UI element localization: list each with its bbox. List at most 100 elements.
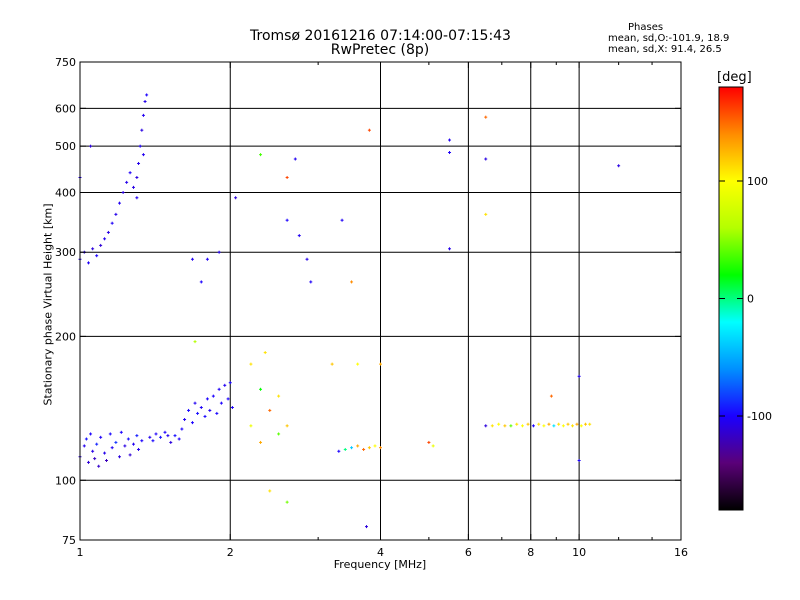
data-point <box>128 171 132 175</box>
x-tick-label: 1 <box>77 546 84 559</box>
data-point <box>228 381 232 385</box>
data-point <box>259 387 263 391</box>
data-point <box>99 243 103 247</box>
data-point <box>549 394 553 398</box>
data-point <box>230 405 234 409</box>
data-point <box>362 447 366 451</box>
axes: 1 2 4 6 8 10 16 75 100 200 300 400 500 600 750 <box>55 56 688 559</box>
data-point <box>154 432 158 436</box>
data-point <box>588 422 592 426</box>
data-point <box>87 460 91 464</box>
data-point <box>205 397 209 401</box>
data-point <box>542 424 546 428</box>
colorbar-tick-label: 0 <box>747 293 754 306</box>
data-point <box>431 444 435 448</box>
data-point <box>169 440 173 444</box>
data-point <box>132 185 136 189</box>
colorbar-tick-label: 100 <box>747 175 768 188</box>
data-point <box>183 418 187 422</box>
data-point <box>305 257 309 261</box>
data-point <box>82 444 86 448</box>
data-point <box>140 128 144 132</box>
x-tick-label: 4 <box>377 546 384 559</box>
data-point <box>293 157 297 161</box>
colorbar-unit-label: [deg] <box>717 70 752 85</box>
data-point <box>215 411 219 415</box>
data-point <box>490 424 494 428</box>
data-point <box>114 212 118 216</box>
data-point <box>148 435 152 439</box>
data-point <box>123 444 127 448</box>
data-point <box>159 435 163 439</box>
data-point <box>219 401 223 405</box>
data-point <box>259 440 263 444</box>
data-points <box>78 93 621 529</box>
data-point <box>249 424 253 428</box>
data-point <box>177 437 181 441</box>
data-point <box>448 138 452 142</box>
data-point <box>552 424 556 428</box>
data-point <box>520 424 524 428</box>
data-point <box>309 280 313 284</box>
data-point <box>277 432 281 436</box>
data-point <box>106 230 110 234</box>
data-point <box>365 525 369 529</box>
data-point <box>193 401 197 405</box>
grid-lines <box>80 62 681 540</box>
data-point <box>104 458 108 462</box>
data-point <box>547 422 551 426</box>
data-point <box>87 261 91 265</box>
data-point <box>575 422 579 426</box>
data-point <box>285 218 289 222</box>
data-point <box>509 424 513 428</box>
data-point <box>110 446 114 450</box>
x-tick-label: 10 <box>572 546 586 559</box>
data-point <box>234 196 238 200</box>
data-point <box>135 196 139 200</box>
data-point <box>108 432 112 436</box>
data-point <box>350 446 354 450</box>
y-tick-label: 300 <box>55 246 76 259</box>
data-point <box>103 451 107 455</box>
data-point <box>190 257 194 261</box>
chart-subtitle: RwPretec (8p) <box>330 42 430 58</box>
data-point <box>617 164 621 168</box>
data-point <box>484 424 488 428</box>
data-point <box>226 397 230 401</box>
y-tick-label: 750 <box>55 56 76 69</box>
data-point <box>211 394 215 398</box>
data-point <box>103 237 107 241</box>
data-point <box>484 212 488 216</box>
data-point <box>128 453 132 457</box>
data-point <box>577 458 581 462</box>
data-point <box>137 447 141 451</box>
data-point <box>337 449 341 453</box>
data-point <box>196 411 200 415</box>
data-point <box>350 280 354 284</box>
data-point <box>537 422 541 426</box>
y-tick-label: 600 <box>55 102 76 115</box>
data-point <box>343 447 347 451</box>
data-point <box>135 434 139 438</box>
chart-title: Tromsø 20161216 07:14:00-07:15:43 <box>250 28 511 44</box>
data-point <box>119 430 123 434</box>
data-point <box>373 444 377 448</box>
data-point <box>526 422 530 426</box>
data-point <box>579 424 583 428</box>
data-point <box>448 150 452 154</box>
data-point <box>126 437 130 441</box>
y-tick-label: 400 <box>55 186 76 199</box>
data-point <box>140 439 144 443</box>
data-point <box>217 387 221 391</box>
data-point <box>208 408 212 412</box>
data-point <box>89 144 93 148</box>
data-point <box>84 437 88 441</box>
data-point <box>515 422 519 426</box>
data-point <box>330 362 334 366</box>
data-point <box>138 144 142 148</box>
data-point <box>561 424 565 428</box>
y-tick-label: 200 <box>55 330 76 343</box>
data-point <box>99 435 103 439</box>
data-point <box>584 422 588 426</box>
data-point <box>203 414 207 418</box>
